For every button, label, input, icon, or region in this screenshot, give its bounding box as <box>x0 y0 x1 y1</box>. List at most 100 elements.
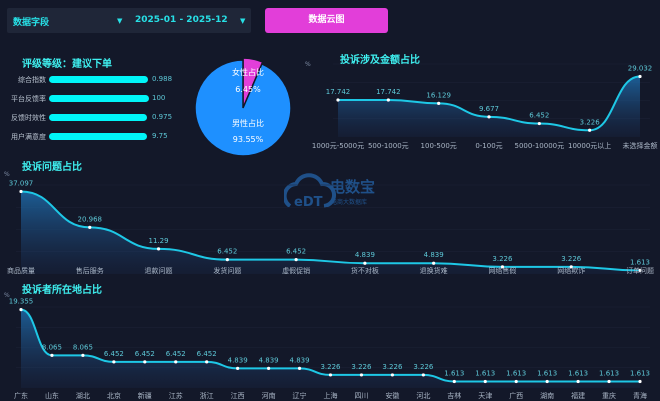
x-tick-label: 辽宁 <box>293 391 307 400</box>
pie-value-label: 6.45% <box>235 85 261 94</box>
data-point[interactable] <box>421 373 425 377</box>
x-tick-label: 四川 <box>354 392 368 400</box>
x-tick-label: 重庆 <box>602 391 616 400</box>
data-label: 8.065 <box>73 343 93 351</box>
logo-text: 电数宝 <box>330 178 375 196</box>
data-point[interactable] <box>638 268 642 273</box>
data-point[interactable] <box>143 360 147 364</box>
data-label: 6.452 <box>217 248 237 256</box>
metric-bar <box>49 114 147 121</box>
metric-bar <box>49 76 148 83</box>
x-tick-label: 山东 <box>45 391 59 400</box>
pie-slice[interactable] <box>194 59 292 157</box>
data-point[interactable] <box>437 101 441 105</box>
x-tick-label: 退款问题 <box>145 266 173 275</box>
cloud-logo-icon: eDT 电数宝 电商大数据库 <box>282 173 375 210</box>
metric-value: 9.75 <box>152 132 168 140</box>
x-tick-label: 未选择金额 <box>623 141 658 150</box>
chevron-down-icon[interactable]: ▼ <box>240 17 246 25</box>
data-point[interactable] <box>19 189 23 194</box>
x-tick-label: 退换货难 <box>420 266 448 275</box>
metric-value: 0.988 <box>152 75 173 83</box>
x-tick-label: 100-500元 <box>421 142 457 150</box>
x-tick-label: 浙江 <box>200 391 214 400</box>
data-point[interactable] <box>328 373 333 377</box>
data-label: 1.613 <box>599 369 619 377</box>
data-point[interactable] <box>483 379 487 384</box>
date-range-select[interactable]: 2025-01 - 2025-12 <box>135 15 228 25</box>
data-point[interactable] <box>156 247 161 251</box>
data-label: 37.097 <box>9 179 34 187</box>
x-tick-label: 1000元-5000元 <box>312 142 364 150</box>
data-label: 20.968 <box>78 215 103 223</box>
data-label: 16.129 <box>426 91 451 99</box>
data-label: 3.226 <box>320 363 341 371</box>
data-point[interactable] <box>297 366 302 371</box>
data-point[interactable] <box>576 379 580 384</box>
data-point[interactable] <box>390 373 394 377</box>
series-line <box>20 190 641 272</box>
x-tick-label: 湖北 <box>76 391 90 400</box>
data-point[interactable] <box>19 308 23 312</box>
data-point[interactable] <box>514 379 518 384</box>
data-point[interactable] <box>432 261 436 265</box>
data-point[interactable] <box>607 379 611 384</box>
x-tick-label: 江苏 <box>169 391 183 400</box>
data-label: 1.613 <box>537 369 557 377</box>
y-unit-label: % <box>4 292 10 299</box>
data-point[interactable] <box>294 258 298 262</box>
area-fill <box>21 309 640 388</box>
x-tick-label: 虚假促销 <box>282 266 310 275</box>
pie-value-label: 93.55% <box>233 135 264 144</box>
data-point[interactable] <box>359 373 364 377</box>
data-point[interactable] <box>205 360 209 364</box>
data-label: 3.226 <box>351 363 372 371</box>
x-tick-label: 商品质量 <box>7 266 35 275</box>
data-point[interactable] <box>500 265 505 269</box>
data-label: 4.839 <box>424 251 444 259</box>
data-point[interactable] <box>638 74 642 79</box>
data-point[interactable] <box>236 366 240 371</box>
logo-mark: eDT <box>294 195 323 210</box>
data-label: 6.452 <box>104 350 124 358</box>
data-label: 6.452 <box>529 112 549 120</box>
chart-title: 投诉者所在地占比 <box>22 283 102 296</box>
data-point[interactable] <box>363 261 367 265</box>
data-point[interactable] <box>588 128 592 132</box>
data-label: 29.032 <box>628 64 653 72</box>
data-point[interactable] <box>50 353 54 357</box>
data-point[interactable] <box>174 360 178 364</box>
data-point[interactable] <box>112 360 116 364</box>
data-point[interactable] <box>452 379 456 384</box>
chart-title: 投诉问题占比 <box>22 160 82 173</box>
data-label: 3.226 <box>413 363 434 371</box>
data-point[interactable] <box>88 225 92 229</box>
x-tick-label: 湖南 <box>540 391 554 400</box>
data-label: 11.29 <box>149 237 169 245</box>
data-label: 4.839 <box>259 356 279 364</box>
data-label: 4.839 <box>355 251 375 259</box>
x-tick-label: 广东 <box>14 391 28 400</box>
rating-title: 评级等级：建议下单 <box>22 59 112 70</box>
data-point[interactable] <box>545 379 549 384</box>
x-tick-label: 青海 <box>633 391 647 400</box>
data-point[interactable] <box>487 115 491 119</box>
data-point[interactable] <box>81 353 85 357</box>
data-label: 1.613 <box>630 258 650 266</box>
metric-bar <box>49 95 149 102</box>
area-fill <box>21 191 640 274</box>
data-label: 17.742 <box>326 88 351 96</box>
data-point[interactable] <box>569 265 573 269</box>
data-label: 3.226 <box>561 255 582 263</box>
data-point[interactable] <box>267 366 271 371</box>
data-cloud-button[interactable]: 数据云图 <box>265 8 388 33</box>
chevron-down-icon[interactable]: ▼ <box>117 17 123 25</box>
data-point[interactable] <box>225 258 229 262</box>
data-point[interactable] <box>386 98 390 102</box>
metric-label: 综合指数 <box>18 76 46 84</box>
data-label: 1.613 <box>475 369 495 377</box>
field-select[interactable]: 数据字段 <box>13 18 50 28</box>
data-point[interactable] <box>638 379 642 384</box>
data-point[interactable] <box>336 98 340 102</box>
data-point[interactable] <box>537 121 541 126</box>
